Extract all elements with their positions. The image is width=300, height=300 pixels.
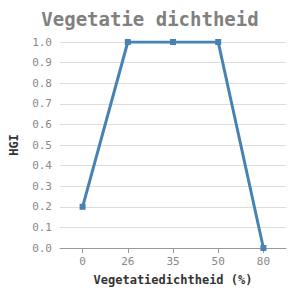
svg-text:0.1: 0.1 (32, 221, 52, 234)
svg-text:0: 0 (79, 255, 86, 268)
svg-text:50: 50 (212, 255, 225, 268)
svg-text:1.0: 1.0 (32, 36, 52, 49)
svg-text:0.7: 0.7 (32, 97, 52, 110)
svg-text:26: 26 (121, 255, 134, 268)
svg-text:Vegetatiedichtheid (%): Vegetatiedichtheid (%) (94, 273, 253, 287)
svg-text:35: 35 (166, 255, 179, 268)
svg-text:0.8: 0.8 (32, 77, 52, 90)
svg-text:0.6: 0.6 (32, 118, 52, 131)
svg-text:0.2: 0.2 (32, 200, 52, 213)
svg-text:0.5: 0.5 (32, 139, 52, 152)
svg-text:0.3: 0.3 (32, 180, 52, 193)
svg-text:80: 80 (257, 255, 270, 268)
svg-text:Vegetatie dichtheid: Vegetatie dichtheid (41, 8, 258, 30)
svg-text:0.9: 0.9 (32, 56, 52, 69)
svg-text:0.0: 0.0 (32, 242, 52, 255)
svg-text:0.4: 0.4 (32, 159, 52, 172)
svg-text:HGI: HGI (7, 134, 21, 156)
